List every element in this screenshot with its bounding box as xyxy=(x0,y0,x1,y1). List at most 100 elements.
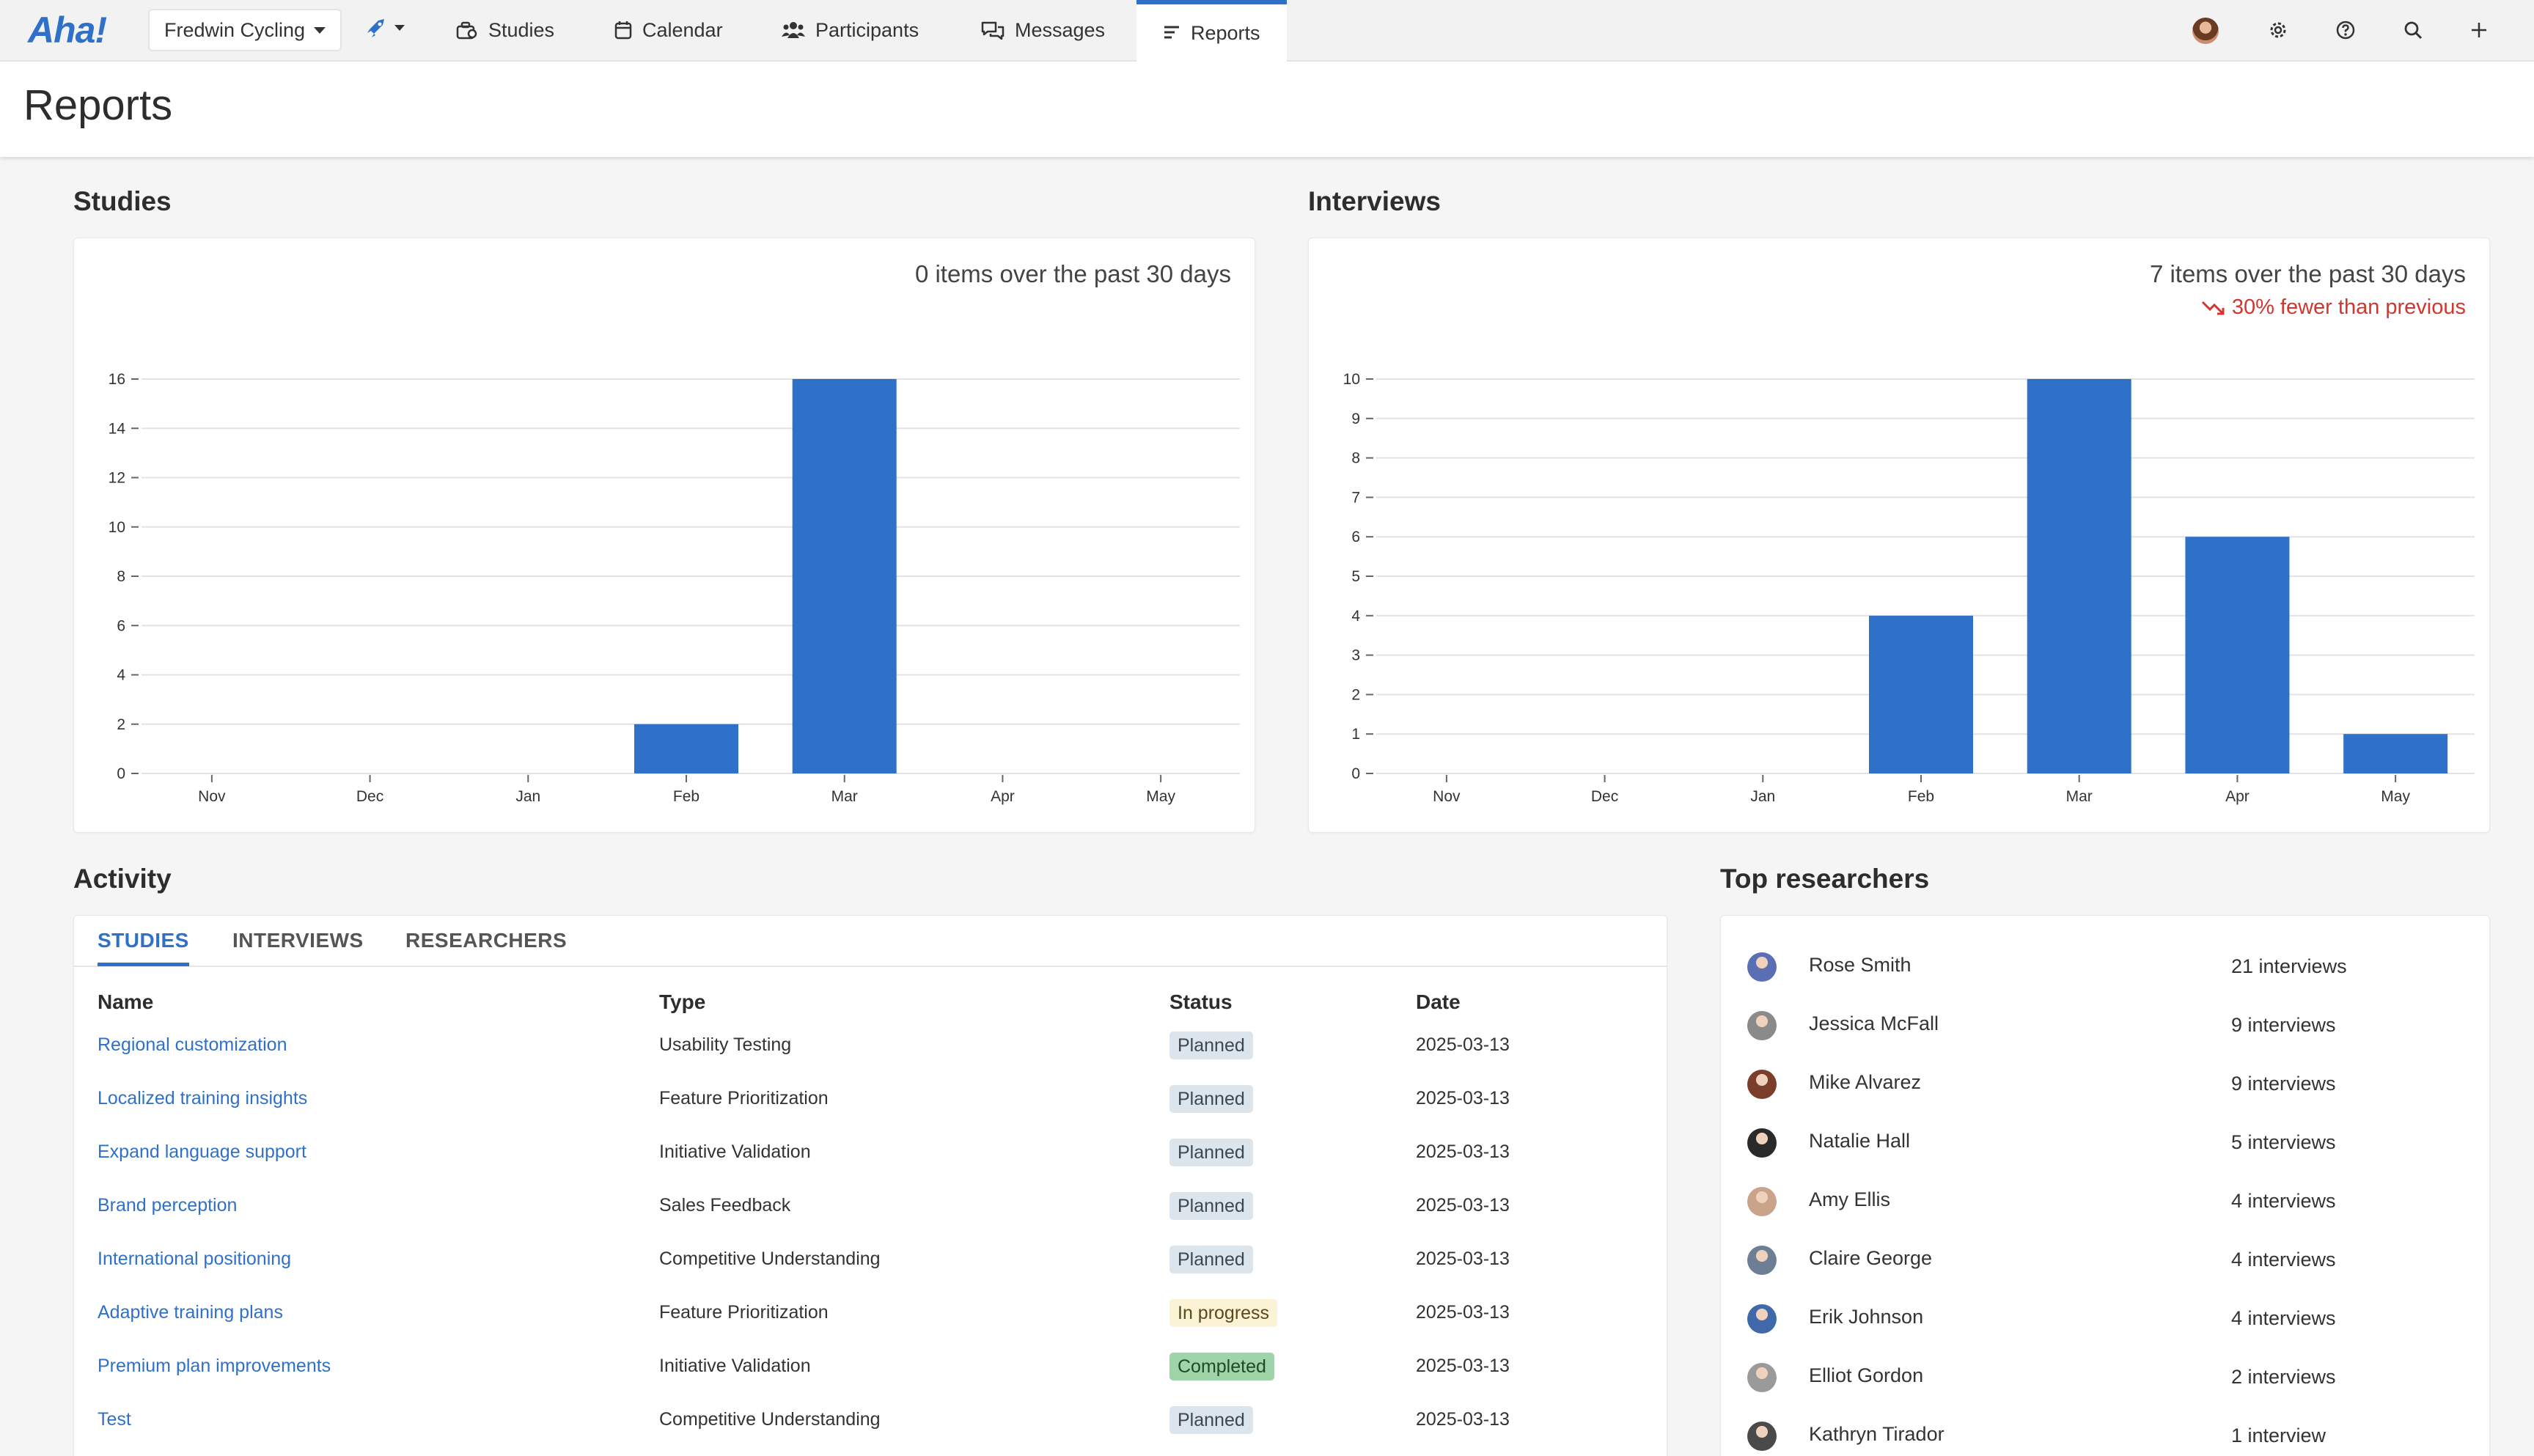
settings-button[interactable] xyxy=(2264,16,2292,44)
y-tick-label: 10 xyxy=(109,519,125,536)
interviews-section-title: Interviews xyxy=(1308,186,1441,216)
y-tick-label: 10 xyxy=(1343,371,1360,388)
add-button[interactable] xyxy=(2465,16,2493,44)
study-name-link[interactable]: International positioning xyxy=(98,1249,292,1269)
studies-chart-card: 0 items over the past 30 days 0 2 4 6 8 10 12 1… xyxy=(73,238,1255,833)
column-header-type[interactable]: Type xyxy=(659,990,706,1013)
study-date: 2025-03-13 xyxy=(1416,1409,1510,1430)
researcher-name: Mike Alvarez xyxy=(1809,1071,1922,1093)
y-tick-label: 0 xyxy=(1351,765,1360,782)
study-name-link[interactable]: Premium plan improvements xyxy=(98,1356,331,1376)
activity-card: STUDIES INTERVIEWS RESEARCHERS Name Type… xyxy=(73,915,1667,1456)
researcher-item[interactable]: Natalie Hall 5 interviews xyxy=(1721,1128,2489,1187)
researcher-item[interactable]: Amy Ellis 4 interviews xyxy=(1721,1187,2489,1246)
study-name-link[interactable]: Regional customization xyxy=(98,1034,287,1055)
search-icon xyxy=(2404,21,2423,40)
study-date: 2025-03-13 xyxy=(1416,1356,1510,1376)
avatar xyxy=(1747,1246,1777,1275)
study-date: 2025-03-13 xyxy=(1416,1141,1510,1162)
status-badge: In progress xyxy=(1169,1299,1278,1327)
messages-icon xyxy=(981,21,1005,40)
table-row: Adaptive training plans Feature Prioritiz… xyxy=(74,1299,1667,1353)
bar-feb xyxy=(634,724,738,773)
table-row: Expand language support Initiative Valida… xyxy=(74,1139,1667,1192)
product-menu-button[interactable] xyxy=(365,16,405,40)
x-tick-label: Apr xyxy=(2225,788,2250,805)
search-button[interactable] xyxy=(2399,16,2427,44)
nav-tab-messages[interactable]: Messages xyxy=(981,0,1105,60)
studies-summary: 0 items over the past 30 days xyxy=(915,260,1231,288)
y-tick-label: 4 xyxy=(117,667,125,684)
status-badge: Planned xyxy=(1169,1246,1253,1273)
x-tick-label: May xyxy=(1146,788,1175,805)
nav-tab-studies[interactable]: Studies xyxy=(456,0,554,60)
bar-mar xyxy=(2027,379,2131,773)
y-tick-label: 8 xyxy=(1351,450,1360,467)
study-date: 2025-03-13 xyxy=(1416,1034,1510,1055)
user-avatar[interactable] xyxy=(2192,18,2219,44)
bar-apr xyxy=(2185,537,2290,773)
trend-down-icon xyxy=(2201,301,2225,315)
interviews-trend: 30% fewer than previous xyxy=(2150,295,2466,320)
table-row: International positioning Competitive Und… xyxy=(74,1246,1667,1299)
workspace-selector[interactable]: Fredwin Cycling xyxy=(148,9,342,51)
researcher-item[interactable]: Claire George 4 interviews xyxy=(1721,1246,2489,1304)
researcher-item[interactable]: Rose Smith 21 interviews xyxy=(1721,952,2489,1011)
researcher-name: Elliot Gordon xyxy=(1809,1364,1924,1386)
y-tick-label: 8 xyxy=(117,568,125,585)
researcher-item[interactable]: Jessica McFall 9 interviews xyxy=(1721,1011,2489,1070)
study-name-link[interactable]: Test xyxy=(98,1409,131,1430)
column-header-name[interactable]: Name xyxy=(98,990,154,1013)
researcher-item[interactable]: Elliot Gordon 2 interviews xyxy=(1721,1363,2489,1422)
tab-interviews[interactable]: INTERVIEWS xyxy=(232,929,364,952)
study-name-link[interactable]: Localized training insights xyxy=(98,1088,308,1108)
y-tick-label: 12 xyxy=(109,470,125,487)
studies-bar-chart: 0 2 4 6 8 10 12 14 16 Nov Dec Jan Feb Mar Apr May xyxy=(109,371,1240,805)
researcher-name: Erik Johnson xyxy=(1809,1306,1924,1328)
researcher-interview-count: 5 interviews xyxy=(2231,1131,2336,1153)
x-tick-label: Mar xyxy=(2066,788,2093,805)
nav-tab-reports[interactable]: Reports xyxy=(1136,0,1287,62)
researcher-name: Natalie Hall xyxy=(1809,1130,1911,1152)
bar-mar xyxy=(792,379,897,773)
calendar-icon xyxy=(614,21,632,40)
tab-researchers[interactable]: RESEARCHERS xyxy=(405,929,568,952)
nav-tab-participants[interactable]: Participants xyxy=(782,0,919,60)
researchers-card: Rose Smith 21 interviews Jessica McFall 9 i… xyxy=(1720,915,2490,1456)
nav-tab-label: Participants xyxy=(815,18,919,41)
studies-section-title: Studies xyxy=(73,186,172,216)
researcher-interview-count: 4 interviews xyxy=(2231,1307,2336,1329)
avatar xyxy=(1747,952,1777,982)
column-header-status[interactable]: Status xyxy=(1169,990,1233,1013)
table-row: Premium plan improvements Initiative Vali… xyxy=(74,1353,1667,1406)
x-tick-label: Dec xyxy=(1591,788,1618,805)
researcher-item[interactable]: Mike Alvarez 9 interviews xyxy=(1721,1070,2489,1128)
interviews-chart-card: 7 items over the past 30 days 30% fewer … xyxy=(1308,238,2490,833)
interviews-trend-text: 30% fewer than previous xyxy=(2231,295,2466,319)
avatar xyxy=(1747,1011,1777,1040)
researcher-interview-count: 1 interview xyxy=(2231,1424,2326,1446)
study-name-link[interactable]: Expand language support xyxy=(98,1141,306,1162)
app-logo[interactable]: Aha! xyxy=(28,10,107,51)
chevron-down-icon xyxy=(314,26,326,34)
status-badge: Planned xyxy=(1169,1085,1253,1113)
x-tick-label: Feb xyxy=(1908,788,1934,805)
researcher-item[interactable]: Erik Johnson 4 interviews xyxy=(1721,1304,2489,1363)
tab-studies[interactable]: STUDIES xyxy=(98,929,189,966)
study-name-link[interactable]: Brand perception xyxy=(98,1195,238,1216)
x-tick-label: Jan xyxy=(1750,788,1775,805)
help-button[interactable] xyxy=(2332,16,2359,44)
rocket-icon xyxy=(367,19,384,37)
avatar xyxy=(1747,1363,1777,1392)
nav-tab-calendar[interactable]: Calendar xyxy=(614,0,723,60)
study-date: 2025-03-13 xyxy=(1416,1302,1510,1323)
table-row: Test Competitive Understanding Planned 2025… xyxy=(74,1406,1667,1456)
researcher-item[interactable]: Kathryn Tirador 1 interview xyxy=(1721,1422,2489,1456)
study-type: Competitive Understanding xyxy=(659,1409,881,1430)
study-name-link[interactable]: Adaptive training plans xyxy=(98,1302,283,1323)
nav-tab-label: Calendar xyxy=(642,18,723,41)
study-type: Feature Prioritization xyxy=(659,1088,829,1108)
bar-feb xyxy=(1869,615,1973,773)
column-header-date[interactable]: Date xyxy=(1416,990,1461,1013)
x-tick-label: Feb xyxy=(673,788,699,805)
